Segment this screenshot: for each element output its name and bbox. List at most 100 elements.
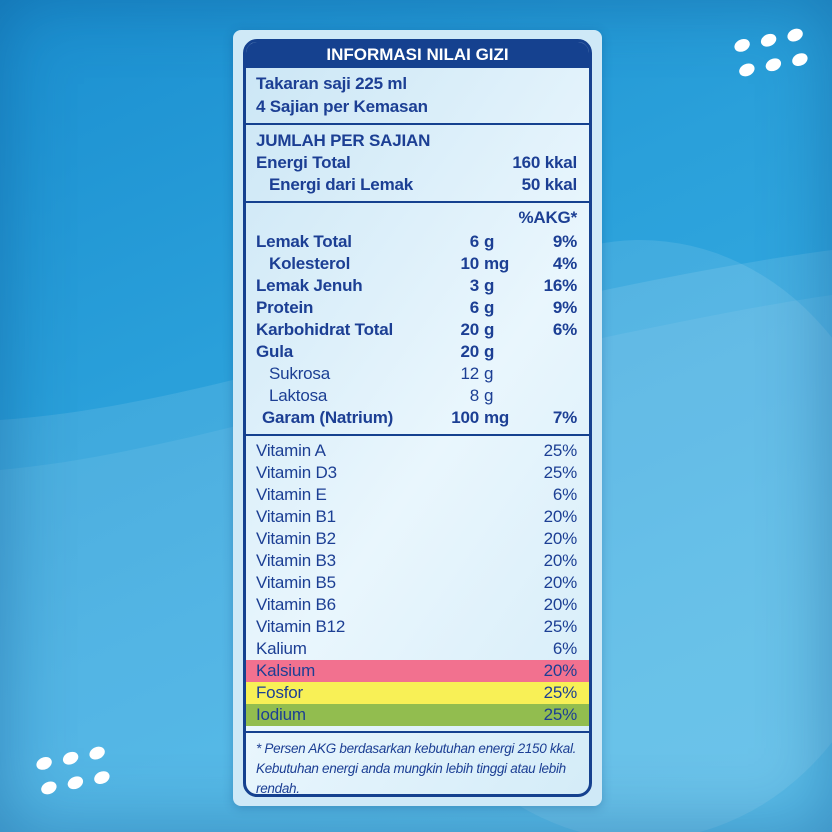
- nutrient-label: Gula: [256, 342, 293, 361]
- micronutrient-row-highlight-yellow: Fosfor 25%: [246, 682, 589, 704]
- nutrient-pct: [515, 385, 577, 407]
- micronutrient-pct: 25%: [543, 463, 578, 482]
- micronutrient-pct: 6%: [552, 485, 577, 504]
- micronutrient-label: Vitamin B2: [256, 529, 336, 548]
- nutrient-row: Sukrosa 12 g: [256, 363, 577, 385]
- micronutrient-label: Vitamin D3: [256, 463, 337, 482]
- energy-from-fat-value: 50 kkal: [521, 175, 578, 194]
- nutrient-amount: 6: [469, 232, 479, 251]
- nutrient-unit: mg: [484, 408, 510, 427]
- nutrient-label: Kolesterol: [269, 254, 351, 273]
- nutrient-pct: 4%: [552, 254, 577, 273]
- nutrient-label: Garam (Natrium): [262, 408, 394, 427]
- nutrient-label: Laktosa: [269, 386, 328, 405]
- nutrient-amount: 100: [451, 408, 479, 427]
- micronutrient-row: Vitamin B5 20%: [256, 572, 577, 594]
- micronutrient-label: Kalium: [256, 639, 307, 658]
- micronutrient-row: Vitamin B12 25%: [256, 616, 577, 638]
- micronutrient-row: Vitamin E 6%: [256, 484, 577, 506]
- nutrient-pct: [515, 363, 577, 385]
- nutrient-pct: 9%: [552, 298, 577, 317]
- serving-size: Takaran saji 225 ml: [256, 74, 407, 93]
- nutrient-pct: [515, 341, 577, 363]
- micronutrient-pct: 20%: [543, 573, 578, 592]
- nutrient-row: Garam (Natrium) 100 mg 7%: [256, 407, 577, 429]
- nutrient-unit: mg: [484, 254, 510, 273]
- nutrient-amount: 12: [460, 364, 479, 383]
- nutrient-amount: 10: [460, 254, 479, 273]
- micronutrient-label: Vitamin B12: [256, 617, 346, 636]
- servings-per-pack: 4 Sajian per Kemasan: [256, 97, 428, 116]
- nutrient-unit: g: [484, 298, 495, 317]
- micronutrient-row: Vitamin B6 20%: [256, 594, 577, 616]
- nutrient-unit: g: [484, 364, 494, 383]
- micronutrient-pct: 25%: [543, 683, 578, 702]
- footnote-line-2: Kebutuhan energi anda mungkin lebih ting…: [256, 761, 566, 796]
- micronutrient-row: Vitamin B2 20%: [256, 528, 577, 550]
- energy-from-fat-label: Energi dari Lemak: [269, 175, 413, 194]
- nutrient-unit: g: [484, 232, 495, 251]
- nutrient-pct: 9%: [552, 232, 577, 251]
- micronutrient-label: Iodium: [256, 705, 306, 724]
- akg-column-header: %AKG*: [518, 208, 577, 227]
- nutrient-label: Lemak Total: [256, 232, 352, 251]
- nutrient-pct: 7%: [552, 408, 577, 427]
- micronutrient-row: Vitamin A 25%: [256, 440, 577, 462]
- micronutrient-row: Vitamin D3 25%: [256, 462, 577, 484]
- micronutrient-pct: 20%: [543, 551, 578, 570]
- micronutrient-label: Vitamin E: [256, 485, 327, 504]
- panel-title: INFORMASI NILAI GIZI: [246, 42, 589, 68]
- energy-label: Energi Total: [256, 153, 351, 172]
- micronutrient-row-highlight-pink: Kalsium 20%: [246, 660, 589, 682]
- energy-row: Energi Total 160 kkal: [256, 152, 577, 174]
- micronutrient-pct: 20%: [543, 595, 578, 614]
- nutrient-amount: 3: [469, 276, 479, 295]
- micronutrient-label: Vitamin B1: [256, 507, 336, 526]
- micronutrient-row: Kalium 6%: [256, 638, 577, 660]
- nutrient-unit: g: [484, 276, 495, 295]
- micronutrient-pct: 20%: [543, 529, 578, 548]
- nutrient-unit: g: [484, 342, 495, 361]
- nutrient-label: Sukrosa: [269, 364, 330, 383]
- footnote-line-1: * Persen AKG berdasarkan kebutuhan energ…: [256, 741, 577, 756]
- nutrient-label: Karbohidrat Total: [256, 320, 394, 339]
- micronutrient-pct: 20%: [543, 661, 578, 680]
- nutrient-row: Kolesterol 10 mg 4%: [256, 253, 577, 275]
- micronutrient-pct: 20%: [543, 507, 578, 526]
- nutrient-unit: g: [484, 320, 495, 339]
- nutrient-amount: 6: [469, 298, 479, 317]
- energy-section: JUMLAH PER SAJIAN Energi Total 160 kkal …: [246, 123, 589, 201]
- micronutrients-section: Vitamin A 25% Vitamin D3 25% Vitamin E 6% V…: [246, 434, 589, 731]
- micronutrient-label: Vitamin A: [256, 441, 326, 460]
- micronutrient-label: Vitamin B6: [256, 595, 336, 614]
- nutrient-pct: 16%: [543, 276, 578, 295]
- nutrient-label: Lemak Jenuh: [256, 276, 363, 295]
- micronutrient-label: Vitamin B5: [256, 573, 336, 592]
- nutrient-label: Protein: [256, 298, 314, 317]
- nutrient-row: Gula 20 g: [256, 341, 577, 363]
- micronutrient-row-highlight-green: Iodium 25%: [246, 704, 589, 726]
- micronutrient-row: Vitamin B3 20%: [256, 550, 577, 572]
- micronutrient-label: Vitamin B3: [256, 551, 336, 570]
- micronutrient-pct: 25%: [543, 705, 578, 724]
- micronutrient-pct: 25%: [543, 617, 578, 636]
- serving-section: Takaran saji 225 ml 4 Sajian per Kemasan: [246, 68, 589, 123]
- nutrient-amount: 20: [460, 342, 479, 361]
- nutrient-amount: 20: [460, 320, 479, 339]
- micronutrient-pct: 25%: [543, 441, 578, 460]
- per-serving-heading: JUMLAH PER SAJIAN: [256, 131, 431, 150]
- micronutrient-row: Vitamin B1 20%: [256, 506, 577, 528]
- nutrient-row: Karbohidrat Total 20 g 6%: [256, 319, 577, 341]
- nutrition-facts-panel: INFORMASI NILAI GIZI Takaran saji 225 ml…: [233, 30, 602, 806]
- nutrient-amount: 8: [469, 386, 479, 405]
- nutrient-pct: 6%: [552, 320, 577, 339]
- micronutrient-label: Fosfor: [256, 683, 303, 702]
- akg-footnote: * Persen AKG berdasarkan kebutuhan energ…: [246, 731, 589, 796]
- nutrient-unit: g: [484, 386, 494, 405]
- micronutrient-pct: 6%: [552, 639, 577, 658]
